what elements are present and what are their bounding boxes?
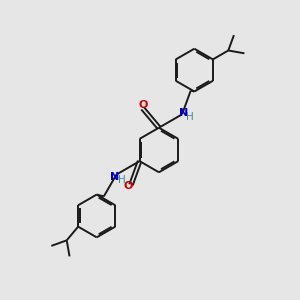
Text: H: H <box>186 112 194 122</box>
Text: O: O <box>123 182 133 191</box>
Text: N: N <box>110 172 120 182</box>
Text: N: N <box>179 108 188 118</box>
Text: H: H <box>118 176 125 185</box>
Text: O: O <box>139 100 148 110</box>
